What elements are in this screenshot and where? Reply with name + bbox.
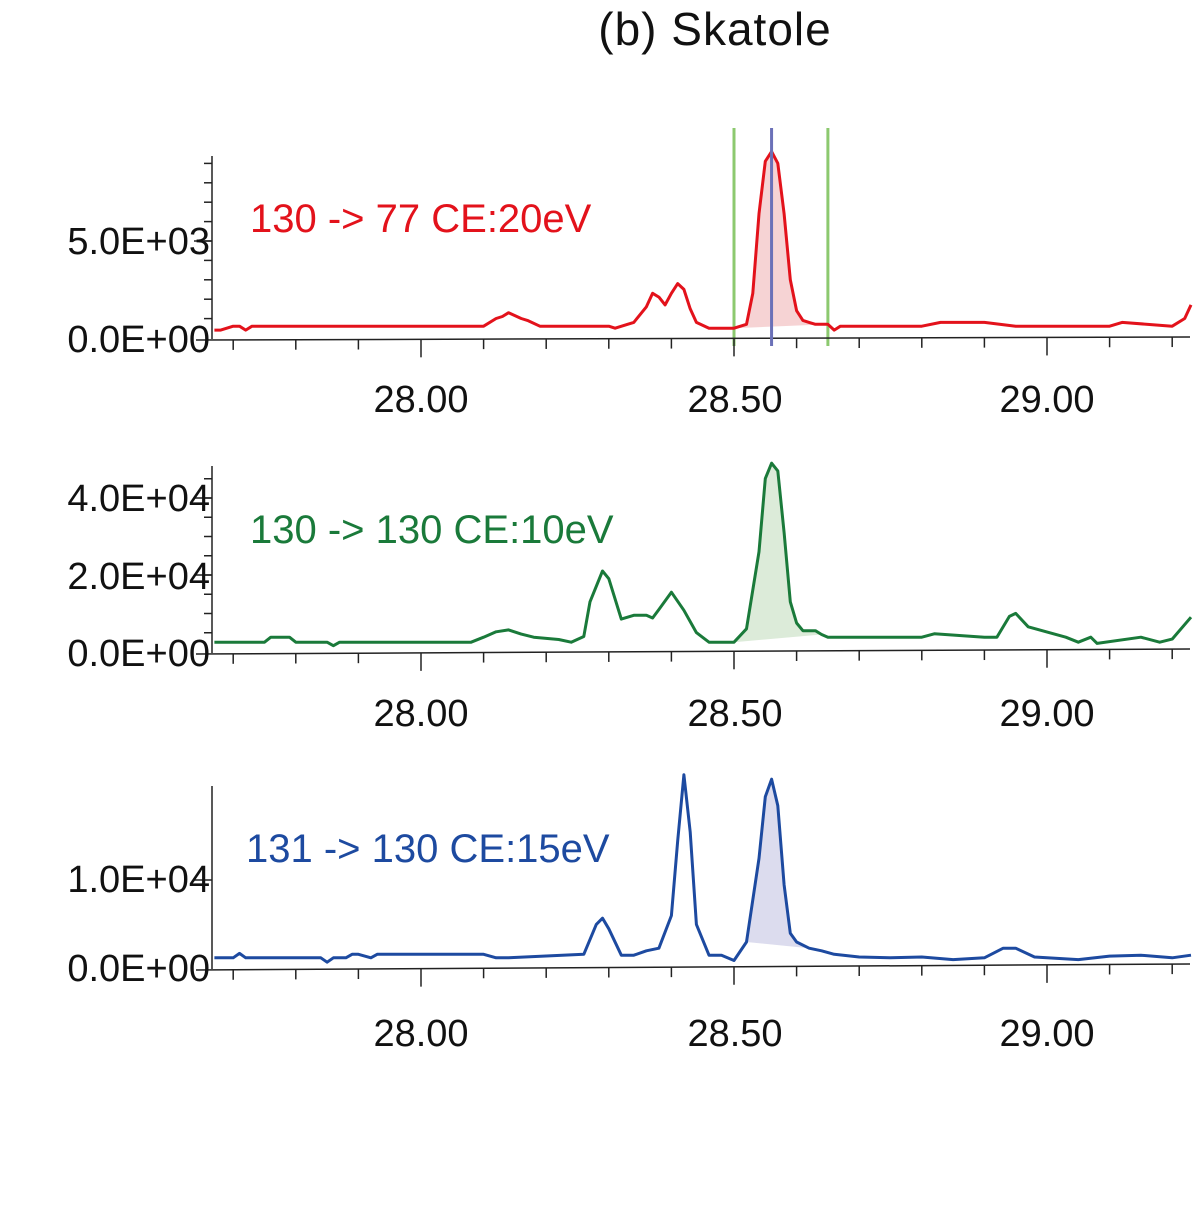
integration-window [732, 128, 830, 346]
axes [194, 786, 1191, 987]
trace-line [214, 150, 1193, 332]
y-tick-label: 5.0E+03 [67, 221, 210, 263]
trace-label: 130 -> 77 CE:20eV [250, 197, 592, 241]
panel-130-130: 130 -> 130 CE:10eV 4.0E+04 2.0E+04 0.0E+… [67, 461, 1193, 735]
x-tick-label: 29.00 [999, 1013, 1094, 1055]
x-tick-label: 28.50 [687, 693, 782, 735]
x-tick-label: 29.00 [999, 693, 1094, 735]
y-tick-label: 4.0E+04 [67, 478, 210, 520]
x-axis-line [195, 648, 1191, 655]
x-axis-line [195, 963, 1191, 971]
y-tick-label: 0.0E+00 [67, 319, 210, 361]
y-tick-label: 0.0E+00 [67, 948, 210, 990]
x-tick-label: 29.00 [999, 379, 1094, 421]
axes [194, 156, 1191, 358]
axes [194, 466, 1191, 671]
x-tick-label: 28.00 [373, 693, 468, 735]
x-tick-label: 28.50 [687, 1013, 782, 1055]
trace-line [214, 773, 1192, 964]
trace-line [214, 461, 1193, 648]
x-tick-label: 28.50 [687, 379, 782, 421]
y-tick-label: 2.0E+04 [67, 556, 210, 598]
peak-fill [734, 463, 822, 643]
trace-label: 131 -> 130 CE:15eV [246, 827, 610, 871]
x-tick-label: 28.00 [373, 379, 468, 421]
x-tick-label: 28.00 [373, 1013, 468, 1055]
panel-130-77: 130 -> 77 CE:20eV 5.0E+03 0.0E+00 28.00 … [67, 128, 1193, 421]
x-axis-line [195, 336, 1191, 341]
chart-title: (b) Skatole [598, 3, 832, 55]
peak-fill [746, 779, 810, 949]
panel-131-130: 131 -> 130 CE:15eV 1.0E+04 0.0E+00 28.00… [67, 773, 1192, 1055]
peak-fill [734, 151, 828, 329]
trace-label: 130 -> 130 CE:10eV [250, 508, 614, 552]
y-tick-label: 1.0E+04 [67, 859, 210, 901]
y-tick-label: 0.0E+00 [67, 633, 210, 675]
